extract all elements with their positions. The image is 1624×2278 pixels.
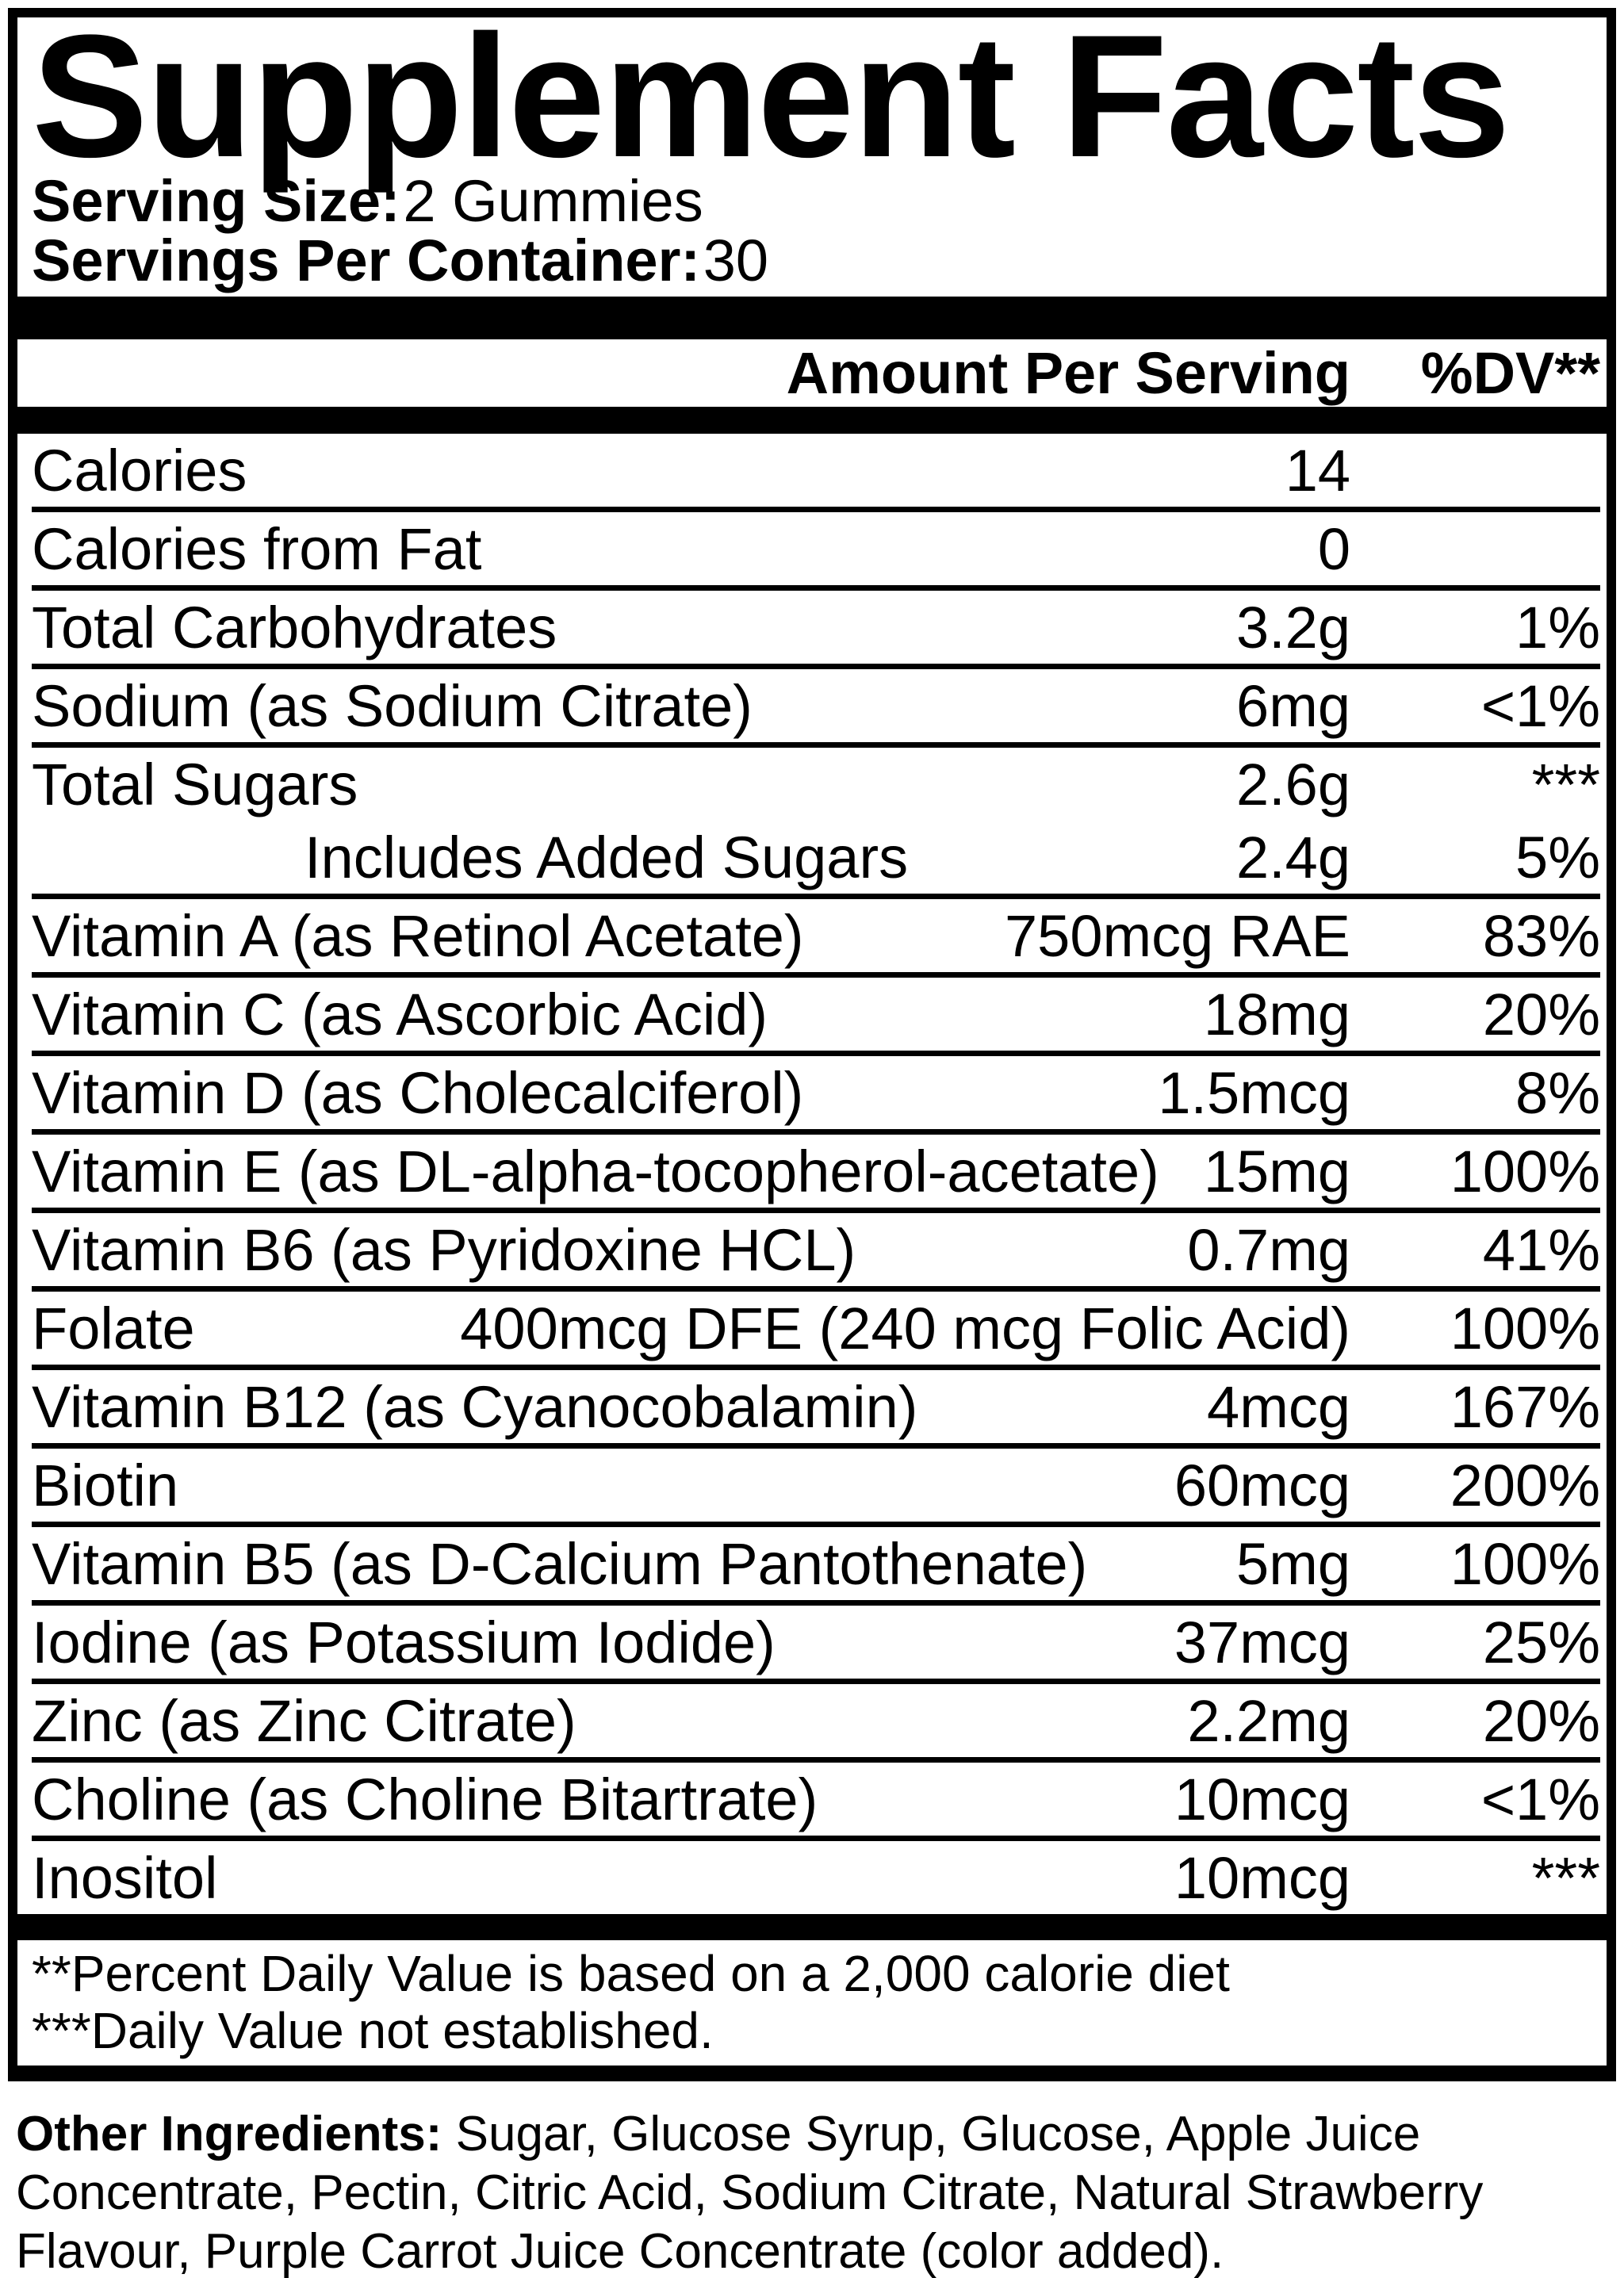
nutrient-name: Calories: [32, 437, 247, 503]
table-row: Vitamin A (as Retinol Acetate) 750mcg RAE…: [32, 899, 1600, 978]
nutrient-amount: 60mcg: [1174, 1452, 1350, 1518]
nutrient-name: Biotin: [32, 1452, 179, 1518]
nutrient-name: Total Sugars: [32, 751, 358, 817]
nutrient-name: Inositol: [32, 1844, 218, 1911]
nutrient-amount: 400mcg DFE (240 mcg Folic Acid): [460, 1295, 1350, 1361]
other-ingredients-label: Other Ingredients:: [16, 2107, 442, 2161]
nutrient-dv: 8%: [1515, 1059, 1600, 1126]
page-title: Supplement Facts: [32, 8, 1511, 193]
nutrient-name: Choline (as Choline Bitartrate): [32, 1766, 818, 1832]
nutrient-dv: 20%: [1482, 981, 1600, 1047]
percent-dv-header: %DV**: [1420, 340, 1600, 406]
nutrient-amount: 6mg: [1236, 672, 1350, 739]
nutrient-name: Includes Added Sugars: [304, 824, 909, 890]
nutrient-name: Vitamin B12 (as Cyanocobalamin): [32, 1373, 918, 1440]
serving-size-label: Serving Size:: [32, 168, 400, 234]
nutrient-amount: 750mcg RAE: [1005, 902, 1350, 969]
nutrient-name: Vitamin A (as Retinol Acetate): [32, 902, 804, 969]
table-row: Vitamin D (as Cholecalciferol) 1.5mcg 8%: [32, 1056, 1600, 1135]
table-row: Choline (as Choline Bitartrate) 10mcg <1%: [32, 1763, 1600, 1841]
nutrient-dv: 100%: [1450, 1295, 1600, 1361]
nutrient-name: Calories from Fat: [32, 515, 482, 582]
nutrient-dv: 20%: [1482, 1687, 1600, 1754]
nutrient-name: Vitamin B6 (as Pyridoxine HCL): [32, 1216, 856, 1283]
nutrient-amount: 2.2mg: [1187, 1687, 1350, 1754]
footnote-daily-value: **Percent Daily Value is based on a 2,00…: [32, 1945, 1230, 2002]
nutrient-name: Zinc (as Zinc Citrate): [32, 1687, 576, 1754]
footnote-not-established: ***Daily Value not established.: [32, 2002, 714, 2059]
nutrient-amount: 0.7mg: [1187, 1216, 1350, 1283]
other-ingredients: Other Ingredients: Sugar, Glucose Syrup,…: [16, 2105, 1613, 2278]
nutrient-dv: 100%: [1450, 1530, 1600, 1597]
table-row: Vitamin B12 (as Cyanocobalamin) 4mcg 167%: [32, 1370, 1600, 1449]
amount-per-serving-header: Amount Per Serving: [786, 340, 1350, 406]
table-row: Biotin 60mcg 200%: [32, 1449, 1600, 1527]
table-row: Vitamin B5 (as D-Calcium Pantothenate) 5m…: [32, 1527, 1600, 1606]
table-row: Vitamin B6 (as Pyridoxine HCL) 0.7mg 41%: [32, 1213, 1600, 1292]
table-row: Iodine (as Potassium Iodide) 37mcg 25%: [32, 1606, 1600, 1684]
nutrient-amount: 5mg: [1236, 1530, 1350, 1597]
nutrient-amount: 0: [1317, 515, 1350, 582]
table-row: Total Carbohydrates 3.2g 1%: [32, 591, 1600, 669]
nutrient-dv: 1%: [1515, 594, 1600, 660]
nutrient-amount: 1.5mcg: [1158, 1059, 1350, 1126]
table-row: Includes Added Sugars 2.4g 5%: [32, 821, 1600, 899]
nutrient-amount: 15mg: [1203, 1138, 1350, 1204]
table-row: Total Sugars 2.6g ***: [32, 748, 1600, 821]
nutrient-dv: 200%: [1450, 1452, 1600, 1518]
servings-per-container-line: Servings Per Container:30: [32, 231, 1600, 290]
servings-per-container-label: Servings Per Container:: [32, 228, 701, 293]
separator-bar-bottom: [17, 1914, 1607, 1940]
nutrient-name: Vitamin E (as DL-alpha-tocopherol-acetat…: [32, 1138, 1159, 1204]
nutrient-dv: 5%: [1515, 824, 1600, 890]
nutrient-dv: ***: [1531, 751, 1600, 817]
servings-per-container-value: 30: [703, 228, 769, 293]
table-row: Vitamin E (as DL-alpha-tocopherol-acetat…: [32, 1135, 1600, 1213]
separator-bar-header: [17, 407, 1607, 434]
nutrient-dv: 100%: [1450, 1138, 1600, 1204]
nutrient-name: Total Carbohydrates: [32, 594, 557, 660]
nutrient-rows: Calories 14 Calories from Fat 0 Total Carboh…: [32, 434, 1600, 1914]
nutrient-amount: 18mg: [1203, 981, 1350, 1047]
nutrient-name: Vitamin C (as Ascorbic Acid): [32, 981, 768, 1047]
nutrient-amount: 14: [1285, 437, 1350, 503]
footnotes: **Percent Daily Value is based on a 2,00…: [32, 1945, 1600, 2059]
nutrient-name: Vitamin D (as Cholecalciferol): [32, 1059, 804, 1126]
nutrient-amount: 10mcg: [1174, 1844, 1350, 1911]
nutrient-amount: 37mcg: [1174, 1609, 1350, 1675]
nutrient-amount: 2.6g: [1235, 751, 1350, 817]
table-row: Zinc (as Zinc Citrate) 2.2mg 20%: [32, 1684, 1600, 1763]
nutrient-dv: <1%: [1480, 672, 1600, 739]
nutrient-amount: 10mcg: [1174, 1766, 1350, 1832]
nutrient-amount: 3.2g: [1235, 594, 1350, 660]
nutrient-name: Iodine (as Potassium Iodide): [32, 1609, 776, 1675]
nutrient-dv: ***: [1531, 1844, 1600, 1911]
nutrient-dv: 83%: [1482, 902, 1600, 969]
serving-size-line: Serving Size:2 Gummies: [32, 171, 1600, 231]
table-row: Sodium (as Sodium Citrate) 6mg <1%: [32, 669, 1600, 748]
separator-bar-top: [17, 297, 1607, 339]
table-row: Vitamin C (as Ascorbic Acid) 18mg 20%: [32, 978, 1600, 1056]
nutrient-dv: 41%: [1482, 1216, 1600, 1283]
nutrient-dv: 25%: [1482, 1609, 1600, 1675]
table-header-row: Amount Per Serving %DV**: [32, 339, 1600, 407]
serving-size-value: 2 Gummies: [403, 168, 703, 234]
nutrient-name: Folate: [32, 1295, 195, 1361]
nutrient-name: Vitamin B5 (as D-Calcium Pantothenate): [32, 1530, 1088, 1597]
nutrient-amount: 4mcg: [1207, 1373, 1350, 1440]
nutrient-amount: 2.4g: [1235, 824, 1350, 890]
other-ingredients-text: Sugar, Glucose Syrup, Glucose, Apple Jui…: [16, 2107, 1484, 2278]
table-row: Folate 400mcg DFE (240 mcg Folic Acid) 100…: [32, 1292, 1600, 1370]
nutrient-name: Sodium (as Sodium Citrate): [32, 672, 753, 739]
nutrient-dv: <1%: [1480, 1766, 1600, 1832]
nutrient-dv: 167%: [1450, 1373, 1600, 1440]
table-row: Calories 14: [32, 434, 1600, 512]
table-row: Inositol 10mcg ***: [32, 1841, 1600, 1914]
table-row: Calories from Fat 0: [32, 512, 1600, 591]
facts-panel: Supplement Facts Serving Size:2 Gummies …: [8, 8, 1616, 2081]
